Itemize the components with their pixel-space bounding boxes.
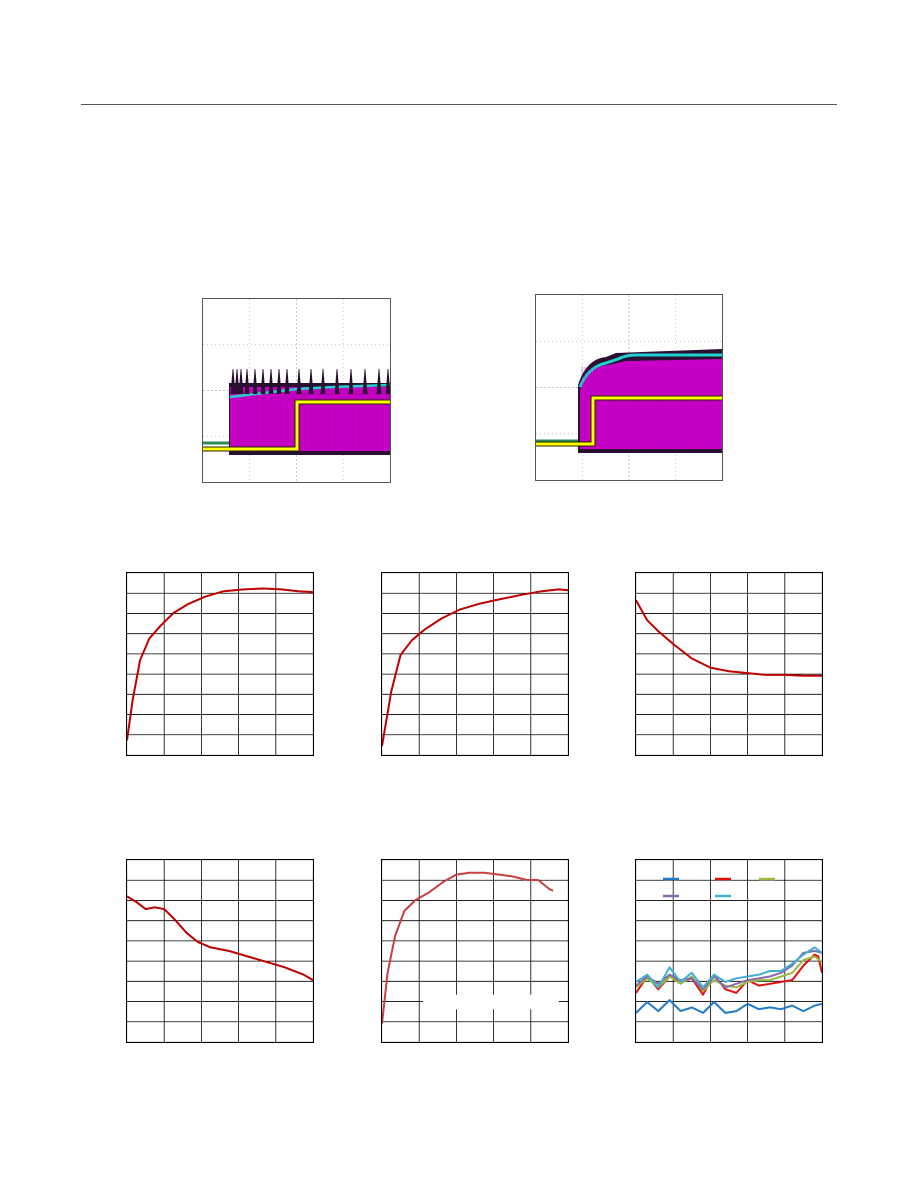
plot-frame	[126, 572, 314, 756]
scope-spike	[238, 368, 244, 395]
scope-trace-1	[203, 299, 390, 482]
plot-frame	[126, 859, 314, 1043]
scope-spike	[284, 368, 290, 395]
plot-background	[382, 573, 568, 755]
scope-spike	[362, 368, 368, 395]
plot-2	[381, 572, 569, 756]
plot-frame	[635, 859, 823, 1043]
scope-capture-2	[535, 294, 723, 481]
series-line-1	[381, 871, 554, 1024]
header-rule	[81, 104, 837, 105]
scope-spike	[230, 368, 236, 395]
plot-4	[126, 859, 314, 1043]
plot-3-svg	[635, 572, 823, 756]
scope-trace-cyan	[578, 353, 722, 388]
plot-5-svg	[381, 859, 569, 1043]
scope-spike	[260, 368, 266, 395]
plot-frame	[381, 859, 569, 1043]
plot-1	[126, 572, 314, 756]
scope-spike	[334, 368, 340, 395]
plot-5	[381, 859, 569, 1043]
plot-1-svg	[126, 572, 314, 756]
plot-frame	[381, 572, 569, 756]
scope-spike	[320, 368, 326, 395]
plot-background	[636, 573, 822, 755]
scope-spike	[268, 368, 274, 395]
scope-trace-yellow	[536, 396, 722, 446]
scope-spike	[348, 368, 354, 395]
plot-blank-band	[422, 994, 559, 1010]
scope-spike	[234, 368, 240, 395]
scope-spike	[276, 368, 282, 395]
series-line-5	[635, 946, 823, 989]
scope-trace-yellow	[203, 400, 390, 451]
plot-4-svg	[126, 859, 314, 1043]
series-line-1	[126, 587, 314, 741]
plot-background	[127, 860, 313, 1042]
scope-trace-2	[536, 295, 722, 480]
plot-6-svg	[635, 859, 823, 1043]
scope-spike	[296, 368, 302, 395]
series-line-1	[635, 999, 823, 1014]
plot-6	[635, 859, 823, 1043]
plot-background	[382, 860, 568, 1042]
series-line-1	[381, 588, 569, 747]
scope-spike	[252, 368, 258, 395]
series-line-1	[635, 599, 822, 677]
scope-spike	[376, 368, 382, 395]
plot-background	[127, 573, 313, 755]
plot-frame	[635, 572, 823, 756]
scope-spike	[385, 368, 390, 395]
plot-background	[636, 860, 822, 1042]
plot-2-svg	[381, 572, 569, 756]
scope-spike	[308, 368, 314, 395]
series-line-1	[126, 895, 314, 981]
plot-3	[635, 572, 823, 756]
scope-spike	[244, 368, 250, 395]
scope-capture-1	[202, 298, 391, 483]
